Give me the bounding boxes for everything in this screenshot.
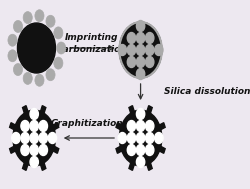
- Circle shape: [119, 110, 162, 166]
- Circle shape: [146, 121, 154, 132]
- Circle shape: [21, 145, 29, 156]
- Circle shape: [18, 23, 56, 73]
- Circle shape: [8, 34, 17, 46]
- Circle shape: [30, 108, 38, 119]
- Circle shape: [13, 110, 56, 166]
- Polygon shape: [129, 163, 134, 170]
- Circle shape: [21, 121, 29, 132]
- Circle shape: [136, 108, 145, 119]
- Circle shape: [118, 132, 126, 143]
- Text: Graphitization: Graphitization: [51, 119, 124, 129]
- Polygon shape: [129, 106, 134, 113]
- Circle shape: [136, 68, 145, 80]
- Circle shape: [136, 145, 145, 156]
- Circle shape: [46, 15, 55, 27]
- Circle shape: [23, 72, 32, 84]
- Circle shape: [30, 132, 38, 143]
- Polygon shape: [10, 123, 15, 130]
- Circle shape: [136, 156, 145, 167]
- Circle shape: [8, 50, 17, 62]
- Circle shape: [30, 121, 38, 132]
- Circle shape: [30, 145, 38, 156]
- Circle shape: [54, 57, 63, 69]
- Circle shape: [136, 121, 145, 132]
- Circle shape: [136, 57, 145, 67]
- Circle shape: [39, 132, 48, 143]
- Circle shape: [127, 57, 136, 67]
- Circle shape: [21, 132, 29, 143]
- Polygon shape: [40, 163, 46, 170]
- Circle shape: [39, 145, 48, 156]
- Circle shape: [48, 132, 56, 143]
- Circle shape: [155, 44, 163, 56]
- Text: Carbonization: Carbonization: [57, 46, 127, 54]
- Circle shape: [23, 12, 32, 24]
- Circle shape: [136, 132, 145, 143]
- Polygon shape: [160, 146, 165, 153]
- Circle shape: [14, 20, 22, 33]
- Circle shape: [136, 33, 145, 43]
- Circle shape: [127, 132, 136, 143]
- Circle shape: [146, 33, 154, 43]
- Circle shape: [56, 42, 66, 54]
- Circle shape: [35, 10, 44, 22]
- Text: Silica dissolution: Silica dissolution: [164, 88, 250, 97]
- Circle shape: [146, 57, 154, 67]
- Circle shape: [146, 145, 154, 156]
- Text: Imprinting: Imprinting: [65, 33, 119, 43]
- Circle shape: [127, 33, 136, 43]
- Polygon shape: [22, 106, 28, 113]
- Polygon shape: [40, 106, 46, 113]
- Circle shape: [39, 121, 48, 132]
- Polygon shape: [147, 106, 152, 113]
- Circle shape: [127, 121, 136, 132]
- Circle shape: [46, 69, 55, 81]
- Circle shape: [119, 22, 162, 78]
- Circle shape: [30, 156, 38, 167]
- Polygon shape: [160, 123, 165, 130]
- Polygon shape: [116, 123, 122, 130]
- Circle shape: [146, 44, 154, 56]
- Circle shape: [118, 44, 126, 56]
- Circle shape: [136, 44, 145, 56]
- Circle shape: [54, 27, 63, 39]
- Polygon shape: [53, 123, 59, 130]
- Circle shape: [35, 74, 44, 86]
- Circle shape: [127, 145, 136, 156]
- Polygon shape: [22, 163, 28, 170]
- Circle shape: [12, 132, 20, 143]
- Polygon shape: [10, 146, 15, 153]
- Polygon shape: [116, 146, 122, 153]
- Circle shape: [127, 44, 136, 56]
- Circle shape: [146, 132, 154, 143]
- Polygon shape: [53, 146, 59, 153]
- Polygon shape: [147, 163, 152, 170]
- Circle shape: [155, 132, 163, 143]
- Circle shape: [14, 64, 22, 76]
- Circle shape: [136, 20, 145, 32]
